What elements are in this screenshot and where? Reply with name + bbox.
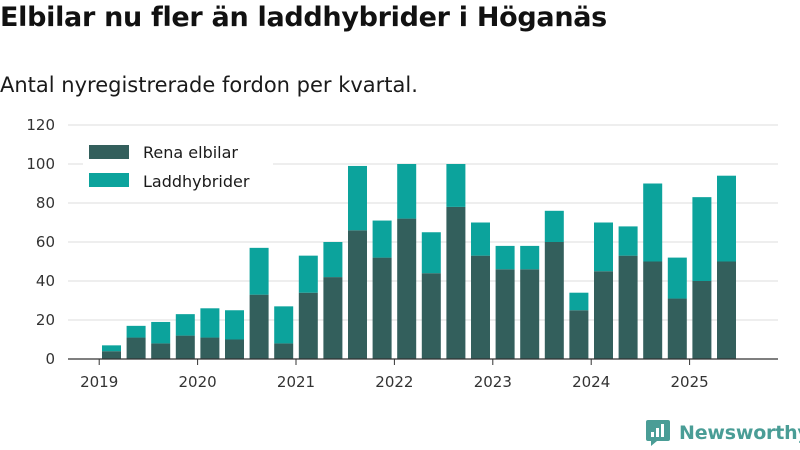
- y-tick-label: 60: [36, 233, 55, 251]
- bar-rena-elbilar: [298, 292, 318, 359]
- bar-laddhybrider: [520, 245, 540, 270]
- bar-laddhybrider: [274, 306, 294, 344]
- bar-rena-elbilar: [594, 271, 613, 359]
- bar-rena-elbilar: [323, 277, 343, 359]
- bar-rena-elbilar: [643, 261, 663, 359]
- x-tick-label: 2023: [474, 373, 512, 391]
- bar-laddhybrider: [397, 164, 417, 219]
- bar-rena-elbilar: [126, 337, 146, 359]
- newsworthy-logo-text: Newsworthy: [679, 422, 800, 444]
- bar-rena-elbilar: [200, 337, 220, 359]
- bar-rena-elbilar: [225, 339, 244, 359]
- bar-laddhybrider: [372, 220, 392, 258]
- x-tick-label: 2021: [277, 373, 315, 391]
- y-tick-label: 80: [36, 194, 55, 212]
- bar-laddhybrider: [200, 308, 220, 338]
- bar-laddhybrider: [594, 222, 613, 272]
- bar-laddhybrider: [446, 164, 466, 207]
- chart-subtitle: Antal nyregistrerade fordon per kvartal.: [0, 73, 418, 97]
- bar-rena-elbilar: [569, 310, 589, 359]
- bar-rena-elbilar: [249, 294, 269, 359]
- bar-laddhybrider: [249, 247, 269, 295]
- bar-laddhybrider: [643, 183, 663, 262]
- x-axis: 2019 2020 2021 2022 2023 2024 2025: [68, 358, 778, 391]
- bar-rena-elbilar: [446, 206, 466, 359]
- y-axis: 0 20 40 60 80 100 120: [26, 116, 55, 368]
- y-tick-label: 100: [26, 155, 55, 173]
- legend-label-laddhybrider: Laddhybrider: [143, 172, 250, 191]
- y-tick-label: 20: [36, 311, 55, 329]
- bar-rena-elbilar: [520, 269, 540, 359]
- x-tick-label: 2020: [179, 373, 217, 391]
- bar-laddhybrider: [569, 292, 589, 311]
- bar-series: [102, 164, 736, 359]
- bar-laddhybrider: [225, 310, 244, 340]
- bar-laddhybrider: [421, 232, 441, 274]
- bar-laddhybrider: [126, 325, 146, 338]
- bar-rena-elbilar: [151, 343, 171, 359]
- bar-rena-elbilar: [692, 281, 712, 359]
- legend: Rena elbilar Laddhybrider: [83, 137, 273, 195]
- x-tick-label: 2019: [80, 373, 118, 391]
- bar-laddhybrider: [348, 165, 367, 231]
- bar-laddhybrider: [717, 175, 736, 262]
- bar-laddhybrider: [495, 245, 515, 270]
- stacked-bar-chart: Rena elbilar Laddhybrider 0 20 40 60 80 100 12…: [26, 116, 778, 391]
- bar-rena-elbilar: [471, 255, 490, 359]
- bar-rena-elbilar: [397, 218, 417, 359]
- bar-rena-elbilar: [717, 261, 736, 359]
- bar-rena-elbilar: [495, 269, 515, 359]
- bar-laddhybrider: [471, 222, 490, 256]
- x-tick-label: 2022: [375, 373, 413, 391]
- legend-swatch-rena-elbilar: [89, 145, 129, 159]
- bar-rena-elbilar: [102, 351, 121, 359]
- newsworthy-logo-icon: [646, 420, 670, 446]
- legend-swatch-laddhybrider: [89, 173, 129, 187]
- x-tick-label: 2025: [671, 373, 709, 391]
- bar-rena-elbilar: [175, 335, 195, 359]
- newsworthy-logo: Newsworthy: [645, 419, 800, 447]
- legend-label-rena-elbilar: Rena elbilar: [143, 143, 238, 162]
- bar-rena-elbilar: [544, 242, 564, 359]
- bar-laddhybrider: [544, 210, 564, 242]
- y-tick-label: 0: [45, 350, 55, 368]
- y-tick-label: 120: [26, 116, 55, 134]
- bar-laddhybrider: [102, 345, 121, 352]
- bar-laddhybrider: [298, 255, 318, 293]
- bar-laddhybrider: [175, 314, 195, 336]
- bar-laddhybrider: [618, 226, 638, 256]
- bar-rena-elbilar: [421, 273, 441, 359]
- y-tick-label: 40: [36, 272, 55, 290]
- bar-rena-elbilar: [618, 255, 638, 359]
- chart-title: Elbilar nu fler än laddhybrider i Höganä…: [0, 2, 607, 33]
- bar-laddhybrider: [323, 242, 343, 278]
- bar-laddhybrider: [151, 321, 171, 344]
- bar-laddhybrider: [667, 257, 687, 299]
- bar-laddhybrider: [692, 197, 712, 281]
- bar-rena-elbilar: [348, 230, 367, 359]
- x-tick-label: 2024: [572, 373, 610, 391]
- bar-rena-elbilar: [372, 257, 392, 359]
- bar-rena-elbilar: [274, 343, 294, 359]
- bar-rena-elbilar: [667, 298, 687, 359]
